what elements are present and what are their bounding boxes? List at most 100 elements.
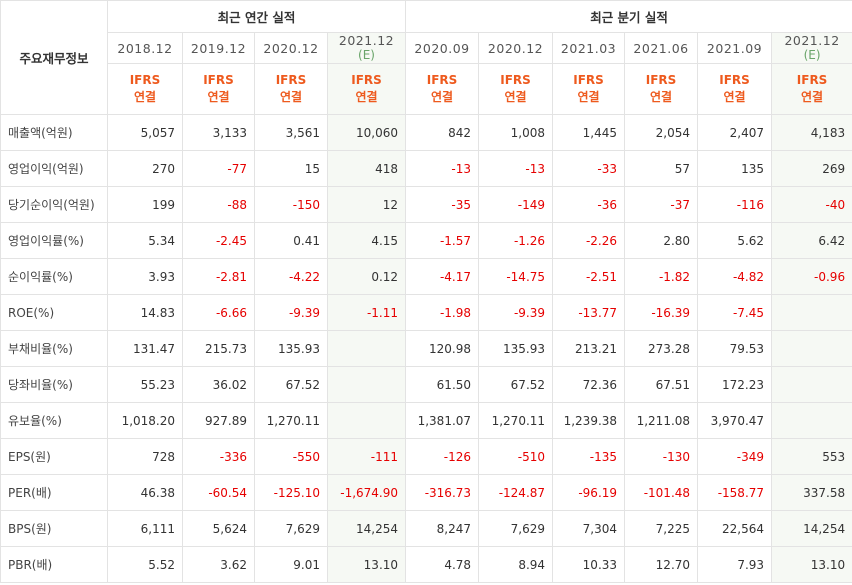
table-row: ROE(%) 14.83 -6.66 -9.39 -1.11 -1.98 -9.39 -13.… — [0, 294, 852, 331]
row-label: 영업이익률(%) — [0, 222, 108, 259]
ifrs-header: IFRS 연결 — [771, 63, 852, 115]
table-cell — [771, 402, 852, 439]
table-cell: 5.34 — [107, 222, 183, 259]
table-row: 순이익률(%) 3.93 -2.81 -4.22 0.12 -4.17 -14.75 -2.5… — [0, 258, 852, 295]
table-cell: -16.39 — [624, 294, 699, 331]
table-cell: -13 — [405, 150, 480, 187]
table-cell: -1.11 — [326, 294, 407, 331]
table-cell: -2.26 — [552, 222, 626, 259]
ifrs-label: IFRS — [573, 73, 604, 87]
period-header: 2021.12 (E) — [771, 32, 852, 64]
consolidated-label: 연결 — [504, 90, 527, 104]
table-cell: -1.57 — [405, 222, 480, 259]
estimate-marker: (E) — [358, 48, 375, 62]
table-cell: -2.51 — [552, 258, 626, 295]
table-cell: -124.87 — [478, 474, 554, 511]
consolidated-label: 연결 — [133, 90, 157, 104]
row-label: 영업이익(억원) — [0, 150, 108, 187]
ifrs-label: IFRS — [351, 73, 382, 87]
consolidated-label: 연결 — [355, 90, 378, 104]
table-cell: 270 — [107, 150, 183, 187]
table-cell: 57 — [624, 150, 699, 187]
table-cell: 1,211.08 — [624, 402, 699, 439]
table-cell: 55.23 — [107, 366, 183, 403]
table-cell — [771, 294, 852, 331]
period-label: 2021.12 — [784, 33, 840, 48]
table-cell: 3,133 — [182, 114, 255, 151]
table-cell: 0.41 — [254, 222, 328, 259]
table-cell: -9.39 — [254, 294, 328, 331]
table-cell: 1,270.11 — [254, 402, 328, 439]
table-cell: 15 — [254, 150, 328, 187]
period-header: 2021.12 (E) — [326, 32, 407, 64]
table-cell: 3,970.47 — [697, 402, 773, 439]
period-label: 2020.09 — [414, 40, 470, 56]
table-cell: -126 — [405, 438, 480, 475]
period-header: 2018.12 — [107, 32, 183, 64]
row-label: 당좌비율(%) — [0, 366, 108, 403]
table-cell: -37 — [624, 186, 699, 223]
ifrs-header: IFRS 연결 — [107, 63, 183, 115]
table-cell: -40 — [771, 186, 852, 223]
table-cell: 135.93 — [254, 330, 328, 367]
table-cell: 0.12 — [326, 258, 407, 295]
table-cell: 2,054 — [624, 114, 699, 151]
table-cell: 273.28 — [624, 330, 699, 367]
table-cell — [326, 366, 407, 403]
table-cell: -35 — [405, 186, 480, 223]
table-cell: 67.51 — [624, 366, 699, 403]
period-header: 2021.03 — [552, 32, 626, 64]
table-cell: -349 — [697, 438, 773, 475]
table-cell: -1.26 — [478, 222, 554, 259]
table-cell: -111 — [326, 438, 407, 475]
table-cell: 67.52 — [254, 366, 328, 403]
row-label: 순이익률(%) — [0, 258, 108, 295]
table-cell: 135.93 — [478, 330, 554, 367]
consolidated-label: 연결 — [649, 90, 673, 104]
table-cell: 9.01 — [254, 546, 328, 583]
table-cell: 131.47 — [107, 330, 183, 367]
ifrs-header-row: IFRS 연결 IFRS 연결 IFRS 연결 IFRS 연결 IFRS 연결 IFRS 연결 IFRS… — [1, 63, 852, 115]
row-label: ROE(%) — [0, 294, 108, 331]
table-cell: 5.52 — [107, 546, 183, 583]
period-header: 2021.06 — [624, 32, 699, 64]
table-cell: 14,254 — [771, 510, 852, 547]
table-cell: -510 — [478, 438, 554, 475]
ifrs-label: IFRS — [203, 73, 234, 87]
table-cell: -1.98 — [405, 294, 480, 331]
consolidated-label: 연결 — [577, 90, 600, 104]
period-label: 2021.06 — [633, 40, 689, 56]
ifrs-header: IFRS 연결 — [478, 63, 554, 115]
table-cell — [771, 366, 852, 403]
ifrs-header: IFRS 연결 — [254, 63, 328, 115]
table-cell: -0.96 — [771, 258, 852, 295]
table-cell: -60.54 — [182, 474, 255, 511]
period-label: 2021.09 — [706, 40, 763, 56]
table-cell: 1,239.38 — [552, 402, 626, 439]
table-cell: -116 — [697, 186, 773, 223]
table-cell: -14.75 — [478, 258, 554, 295]
table-cell: 1,008 — [478, 114, 554, 151]
table-cell: 7,629 — [254, 510, 328, 547]
consolidated-label: 연결 — [279, 90, 303, 104]
period-label: 2018.12 — [117, 40, 173, 56]
table-cell: 7,304 — [552, 510, 626, 547]
table-cell: -135 — [552, 438, 626, 475]
row-label: 유보율(%) — [0, 402, 108, 439]
period-label: 2019.12 — [190, 40, 247, 56]
table-row: 매출액(억원) 5,057 3,133 3,561 10,060 842 1,008 1,44… — [0, 114, 852, 151]
table-cell: 2.80 — [624, 222, 699, 259]
period-header-row: 2018.12 2019.12 2020.12 2021.12 (E) 2020.09 20… — [1, 32, 852, 64]
ifrs-label: IFRS — [500, 73, 531, 87]
ifrs-label: IFRS — [129, 73, 161, 87]
table-row: 영업이익률(%) 5.34 -2.45 0.41 4.15 -1.57 -1.26 -2.26… — [0, 222, 852, 259]
table-cell: 1,445 — [552, 114, 626, 151]
table-cell: -101.48 — [624, 474, 699, 511]
table-row: BPS(원) 6,111 5,624 7,629 14,254 8,247 7,629 7,3… — [0, 510, 852, 547]
table-cell: -158.77 — [697, 474, 773, 511]
table-cell: -9.39 — [478, 294, 554, 331]
table-cell: -130 — [624, 438, 699, 475]
table-cell: -33 — [552, 150, 626, 187]
row-label: 당기순이익(억원) — [0, 186, 108, 223]
